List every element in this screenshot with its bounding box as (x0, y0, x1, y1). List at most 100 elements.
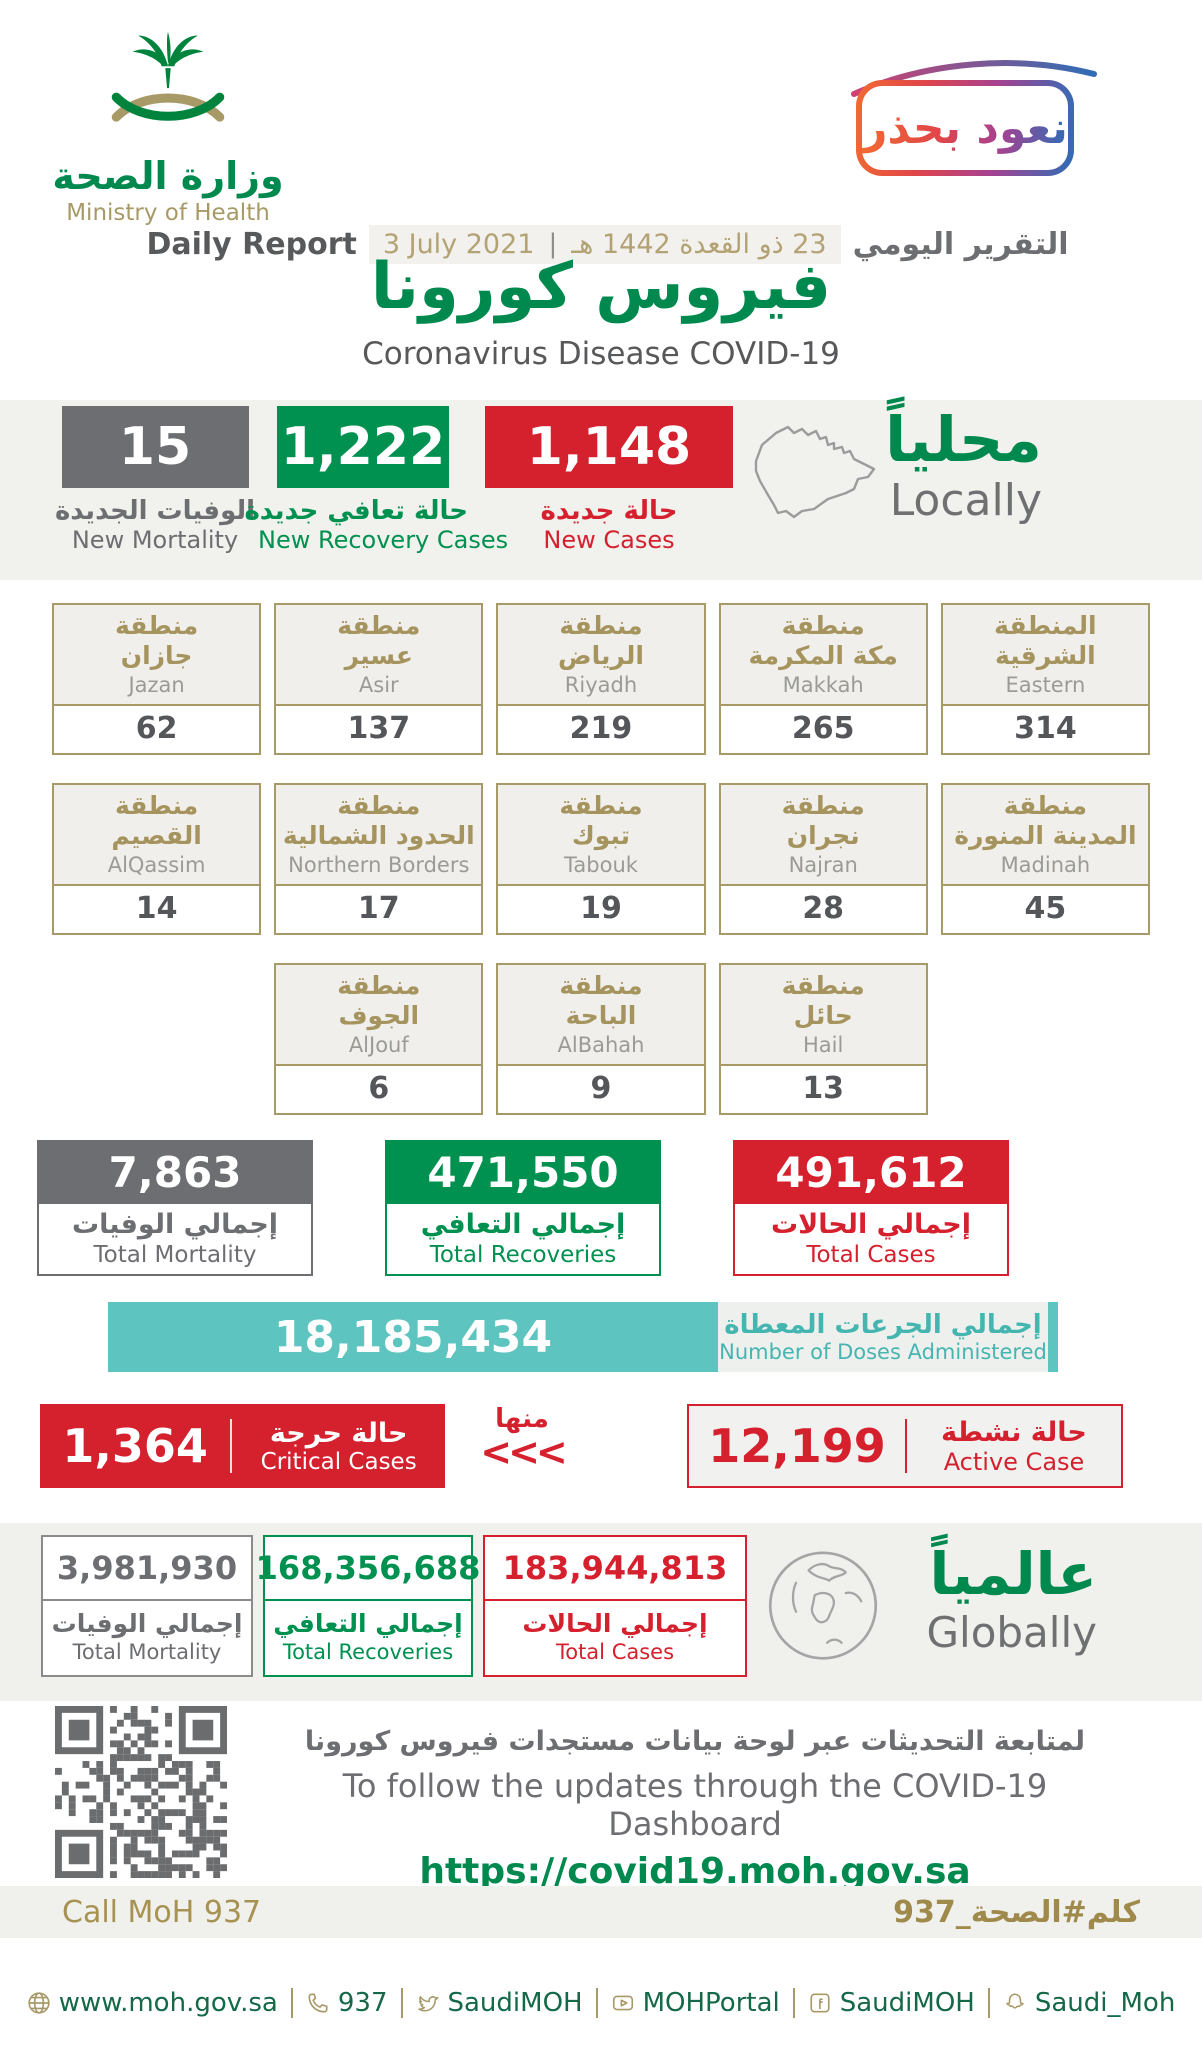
global-recoveries-value: 168,356,688 (256, 1537, 480, 1601)
region-prefix-ar: منطقة (781, 610, 865, 640)
region-prefix-ar: منطقة (1003, 790, 1087, 820)
phone-icon (308, 1993, 328, 2013)
global-mortality-label-en: Total Mortality (72, 1639, 222, 1664)
region-name-ar: تبوك (571, 821, 631, 851)
region-name-ar: عسير (344, 641, 413, 671)
date-gregorian: 3 July 2021 (382, 228, 535, 260)
region-name-ar: الباحة (565, 1001, 637, 1031)
globally-section: 3,981,930 إجمالي الوفيات Total Mortality… (0, 1523, 1202, 1701)
footer-link-facebook[interactable]: SaudiMOH (808, 1988, 975, 2018)
region-value: 28 (802, 891, 845, 926)
region-name-ar: القصيم (111, 821, 202, 851)
new-mortality-stat: 15 الوفيات الجديدة New Mortality (50, 400, 260, 554)
region-name-ar: مكة المكرمة (748, 641, 898, 671)
date-hijri: 23 ذو القعدة 1442 هـ (571, 228, 827, 260)
region-prefix-ar: منطقة (781, 970, 865, 1000)
facebook-icon (810, 1993, 830, 2013)
region-prefix-ar: منطقة (559, 790, 643, 820)
new-mortality-label-ar: الوفيات الجديدة (54, 496, 256, 526)
region-prefix-ar: منطقة (337, 790, 421, 820)
region-value: 17 (357, 891, 400, 926)
dashboard-line-en: To follow the updates through the COVID-… (342, 1767, 1048, 1843)
total-recoveries-label-ar: إجمالي التعافي (420, 1209, 626, 1241)
footer-link-label: MOHPortal (642, 1988, 780, 2018)
globally-heading: عالمياً Globally (926, 1541, 1097, 1657)
footer-links-bar: www.moh.gov.sa 937 SaudiMOH MOHPortal (0, 1988, 1202, 2018)
daily-report-label-en: Daily Report (146, 226, 357, 262)
divider (595, 1988, 598, 2018)
region-name-ar: الحدود الشمالية (282, 821, 475, 851)
new-cases-value: 1,148 (485, 406, 733, 488)
region-name-ar: حائل (793, 1001, 853, 1031)
region-card-aljouf: منطقة الجوف AlJouf 6 (274, 963, 484, 1115)
region-prefix-ar: منطقة (114, 610, 199, 640)
critical-active-row: 1,364 حالة حرجة Critical Cases منها <<< … (0, 1404, 1202, 1496)
region-name-ar: جازان (120, 641, 193, 671)
active-cases-value: 12,199 (708, 1419, 886, 1473)
region-name-ar: المدينة المنورة (954, 821, 1137, 851)
new-recoveries-stat: 1,222 حالة تعافي جديدة New Recovery Case… (244, 400, 508, 554)
active-cases-label-ar: حالة نشطة (941, 1416, 1087, 1448)
total-recoveries-label-en: Total Recoveries (429, 1241, 617, 1268)
locally-heading-ar: محلياً (885, 403, 1042, 476)
region-prefix-ar: منطقة (114, 790, 199, 820)
region-card-alqassim: منطقة القصيم AlQassim 14 (52, 783, 262, 935)
region-value: 19 (580, 891, 622, 926)
locally-heading: محلياً Locally (885, 403, 1042, 527)
footer-link-twitter[interactable]: SaudiMOH (416, 1988, 583, 2018)
region-prefix-ar: منطقة (337, 970, 421, 1000)
doses-value: 18,185,434 (273, 1311, 553, 1363)
total-cases-label-ar: إجمالي الحالات (770, 1209, 972, 1241)
divider (290, 1988, 293, 2018)
region-name-en: Jazan (128, 672, 185, 697)
region-card-makkah: منطقة مكة المكرمة Makkah 265 (718, 603, 928, 755)
global-cases-box: 183,944,813 إجمالي الحالات Total Cases (483, 1535, 747, 1677)
region-card-jazan: منطقة جازان Jazan 62 (52, 603, 262, 755)
snapchat-icon (1006, 1993, 1024, 2009)
footer-link-phone[interactable]: 937 (306, 1988, 388, 2018)
region-value: 6 (368, 1071, 390, 1106)
call-moh-label: Call MoH 937 (62, 1894, 262, 1930)
active-cases-box: 12,199 حالة نشطة Active Case (687, 1404, 1123, 1488)
region-card-najran: منطقة نجران Najran 28 (718, 783, 928, 935)
region-card-riyadh: منطقة الرياض Riyadh 219 (496, 603, 706, 755)
footer-link-youtube[interactable]: MOHPortal (611, 1988, 780, 2018)
footer-link-snapchat[interactable]: Saudi_Moh (1003, 1988, 1175, 2018)
new-mortality-label-en: New Mortality (71, 526, 239, 554)
region-card-northern-borders: منطقة الحدود الشمالية Northern Borders 1… (274, 783, 484, 935)
region-name-ar: نجران (786, 821, 860, 851)
doses-administered-bar: 18,185,434 إجمالي الجرعات المعطاة Number… (108, 1302, 1058, 1372)
region-card-madinah: منطقة المدينة المنورة Madinah 45 (940, 783, 1150, 935)
region-value: 9 (590, 1071, 612, 1106)
new-recoveries-label-ar: حالة تعافي جديدة (244, 496, 468, 526)
footer-link-label: SaudiMOH (839, 1988, 975, 2018)
locally-section: 15 الوفيات الجديدة New Mortality 1,222 ح… (0, 400, 1202, 580)
divider (400, 1988, 403, 2018)
dashboard-line-ar: لمتابعة التحديثات عبر لوحة بيانات مستجدا… (304, 1726, 1086, 1757)
region-prefix-ar: منطقة (559, 610, 643, 640)
return-with-caution-badge: نعود بحذر (856, 80, 1074, 176)
globe-icon (28, 1992, 50, 2014)
total-cases-box: 491,612 إجمالي الحالات Total Cases (733, 1140, 1009, 1276)
footer-link-label: Saudi_Moh (1034, 1988, 1176, 2018)
total-mortality-label-en: Total Mortality (93, 1241, 257, 1268)
region-name-ar: الشرقية (995, 641, 1096, 671)
region-value: 45 (1024, 891, 1067, 926)
region-value: 219 (569, 711, 633, 746)
global-mortality-box: 3,981,930 إجمالي الوفيات Total Mortality (41, 1535, 253, 1677)
hotline-bar: Call MoH 937 كلم#الصحة_937 (0, 1886, 1202, 1938)
region-card-tabouk: منطقة تبوك Tabouk 19 (496, 783, 706, 935)
of-which-label-ar: منها (495, 1404, 549, 1434)
global-cases-label-ar: إجمالي الحالات (522, 1609, 708, 1639)
global-recoveries-box: 168,356,688 إجمالي التعافي Total Recover… (256, 1535, 480, 1677)
doses-label-en: Number of Doses Administered (719, 1340, 1047, 1364)
total-mortality-label-ar: إجمالي الوفيات (71, 1209, 279, 1241)
divider (987, 1988, 990, 2018)
region-name-en: Eastern (1005, 672, 1086, 697)
region-value: 265 (791, 711, 855, 746)
dashboard-url-link[interactable]: https://covid19.moh.gov.sa (419, 1851, 971, 1892)
chevrons-left-icon: <<< (480, 1430, 568, 1474)
footer-link-website[interactable]: www.moh.gov.sa (27, 1988, 278, 2018)
global-cases-label-en: Total Cases (555, 1639, 675, 1664)
